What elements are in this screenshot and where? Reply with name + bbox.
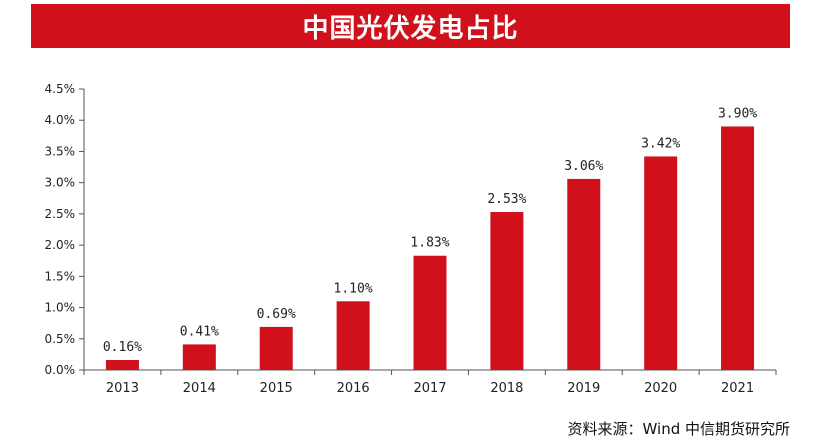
y-tick-label: 4.5% bbox=[45, 82, 76, 96]
y-tick-label: 2.0% bbox=[45, 238, 76, 252]
y-tick-label: 1.0% bbox=[45, 301, 76, 315]
data-label: 3.06% bbox=[564, 159, 603, 174]
y-tick-label: 1.5% bbox=[45, 269, 76, 283]
data-label: 0.41% bbox=[180, 324, 219, 339]
bar bbox=[105, 360, 139, 370]
y-tick-label: 0.0% bbox=[45, 363, 76, 377]
x-tick-label: 2016 bbox=[337, 381, 370, 396]
data-label: 3.90% bbox=[718, 106, 757, 121]
y-tick-label: 0.5% bbox=[45, 332, 76, 346]
data-label: 0.16% bbox=[103, 340, 142, 355]
x-tick-label: 2019 bbox=[567, 381, 600, 396]
y-tick-label: 2.5% bbox=[45, 207, 76, 221]
title-banner: 中国光伏发电占比 bbox=[31, 4, 790, 48]
bar bbox=[413, 255, 447, 370]
data-label: 2.53% bbox=[487, 192, 526, 207]
x-tick-label: 2014 bbox=[183, 381, 216, 396]
x-tick-label: 2021 bbox=[721, 381, 754, 396]
y-tick-label: 3.5% bbox=[45, 144, 76, 158]
x-tick-label: 2020 bbox=[644, 381, 677, 396]
x-tick-label: 2018 bbox=[490, 381, 523, 396]
data-label: 1.83% bbox=[410, 236, 449, 251]
chart-title: 中国光伏发电占比 bbox=[302, 13, 519, 44]
data-label: 1.10% bbox=[334, 281, 373, 296]
y-tick-label: 4.0% bbox=[45, 113, 76, 127]
y-tick-label: 3.0% bbox=[45, 176, 76, 190]
bar bbox=[182, 344, 216, 370]
bar bbox=[490, 212, 524, 370]
x-tick-label: 2013 bbox=[106, 381, 139, 396]
bar bbox=[644, 156, 678, 370]
bar bbox=[259, 326, 293, 370]
source-note: 资料来源：Wind 中信期货研究所 bbox=[567, 420, 790, 438]
x-tick-label: 2017 bbox=[413, 381, 446, 396]
data-label: 0.69% bbox=[257, 307, 296, 322]
x-tick-label: 2015 bbox=[260, 381, 293, 396]
bar bbox=[567, 178, 601, 370]
bar bbox=[336, 301, 370, 370]
data-label: 3.42% bbox=[641, 136, 680, 151]
bar bbox=[721, 126, 755, 370]
